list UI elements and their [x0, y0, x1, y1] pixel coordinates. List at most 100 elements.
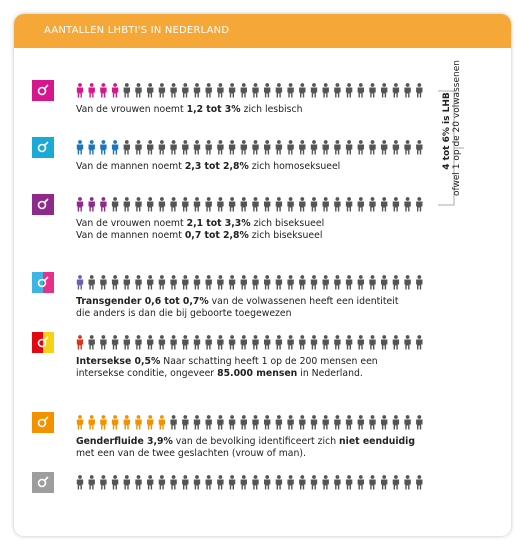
person-body	[287, 480, 293, 490]
person-head	[277, 475, 281, 479]
person-icon	[100, 415, 106, 429]
row-icon-box	[32, 194, 43, 215]
person-body	[241, 420, 247, 430]
person-head	[417, 83, 421, 87]
person-head	[230, 275, 234, 279]
person-icon	[135, 475, 141, 489]
row-text: Van de vrouwen noemt 2,1 tot 3,3% zich b…	[76, 218, 324, 229]
person-icon	[241, 475, 247, 489]
bold-text: 1,2 tot 3%	[187, 104, 241, 115]
person-icon	[88, 415, 94, 429]
person-icon	[241, 83, 247, 97]
person-body	[334, 280, 340, 290]
person-body	[77, 280, 83, 290]
person-body	[393, 145, 399, 155]
person-body	[323, 480, 329, 490]
person-head	[300, 475, 304, 479]
person-head	[160, 275, 164, 279]
row-icon-box	[32, 472, 43, 493]
person-icon	[206, 83, 212, 97]
person-body	[287, 88, 293, 98]
person-body	[311, 480, 317, 490]
person-head	[347, 335, 351, 339]
person-head	[125, 140, 129, 144]
person-icon	[323, 475, 329, 489]
person-icon	[334, 197, 340, 211]
person-body	[299, 202, 305, 212]
person-body	[334, 202, 340, 212]
person-head	[102, 197, 106, 201]
person-body	[194, 340, 200, 350]
person-head	[417, 475, 421, 479]
person-icon	[381, 140, 387, 154]
person-head	[265, 140, 269, 144]
person-body	[88, 280, 94, 290]
person-body	[194, 145, 200, 155]
person-head	[113, 197, 117, 201]
person-body	[334, 420, 340, 430]
person-body	[323, 420, 329, 430]
person-icon	[159, 275, 165, 289]
person-body	[346, 340, 352, 350]
person-body	[404, 88, 410, 98]
person-body	[381, 480, 387, 490]
person-icon	[135, 83, 141, 97]
person-head	[394, 275, 398, 279]
person-head	[289, 335, 293, 339]
person-body	[416, 280, 422, 290]
person-head	[113, 83, 117, 87]
person-icon	[299, 140, 305, 154]
person-icon	[241, 140, 247, 154]
person-icon	[170, 335, 176, 349]
person-icon	[334, 335, 340, 349]
row-icon-box	[43, 332, 54, 353]
person-body	[241, 88, 247, 98]
person-icon	[252, 140, 258, 154]
person-head	[371, 415, 375, 419]
person-head	[265, 197, 269, 201]
person-body	[170, 88, 176, 98]
person-body	[100, 420, 106, 430]
person-head	[336, 335, 340, 339]
person-head	[336, 197, 340, 201]
person-icon	[416, 275, 422, 289]
person-head	[90, 475, 94, 479]
person-head	[230, 83, 234, 87]
person-icon	[217, 475, 223, 489]
side-note: 4 tot 6% is LHBofwel 1 op de 20 volwasse…	[442, 66, 462, 196]
person-icon	[182, 197, 188, 211]
person-body	[416, 340, 422, 350]
person-body	[358, 340, 364, 350]
person-icon	[393, 415, 399, 429]
person-head	[195, 83, 199, 87]
person-head	[230, 415, 234, 419]
person-head	[347, 83, 351, 87]
person-head	[324, 475, 328, 479]
person-head	[207, 83, 211, 87]
person-head	[371, 475, 375, 479]
person-icon	[217, 197, 223, 211]
person-body	[369, 280, 375, 290]
row-icon-box	[32, 412, 43, 433]
person-head	[265, 415, 269, 419]
person-head	[78, 140, 82, 144]
person-icon	[334, 415, 340, 429]
person-body	[358, 145, 364, 155]
person-icon	[77, 415, 83, 429]
person-head	[324, 335, 328, 339]
person-head	[254, 475, 258, 479]
bold-text: Intersekse 0,5%	[76, 356, 160, 367]
person-body	[170, 420, 176, 430]
person-body	[311, 280, 317, 290]
person-body	[252, 480, 258, 490]
person-body	[217, 280, 223, 290]
person-icon	[124, 475, 130, 489]
person-icon	[206, 475, 212, 489]
person-head	[207, 197, 211, 201]
person-icon	[311, 140, 317, 154]
person-body	[112, 280, 118, 290]
person-body	[287, 145, 293, 155]
person-body	[416, 145, 422, 155]
person-icon	[264, 415, 270, 429]
person-head	[195, 415, 199, 419]
